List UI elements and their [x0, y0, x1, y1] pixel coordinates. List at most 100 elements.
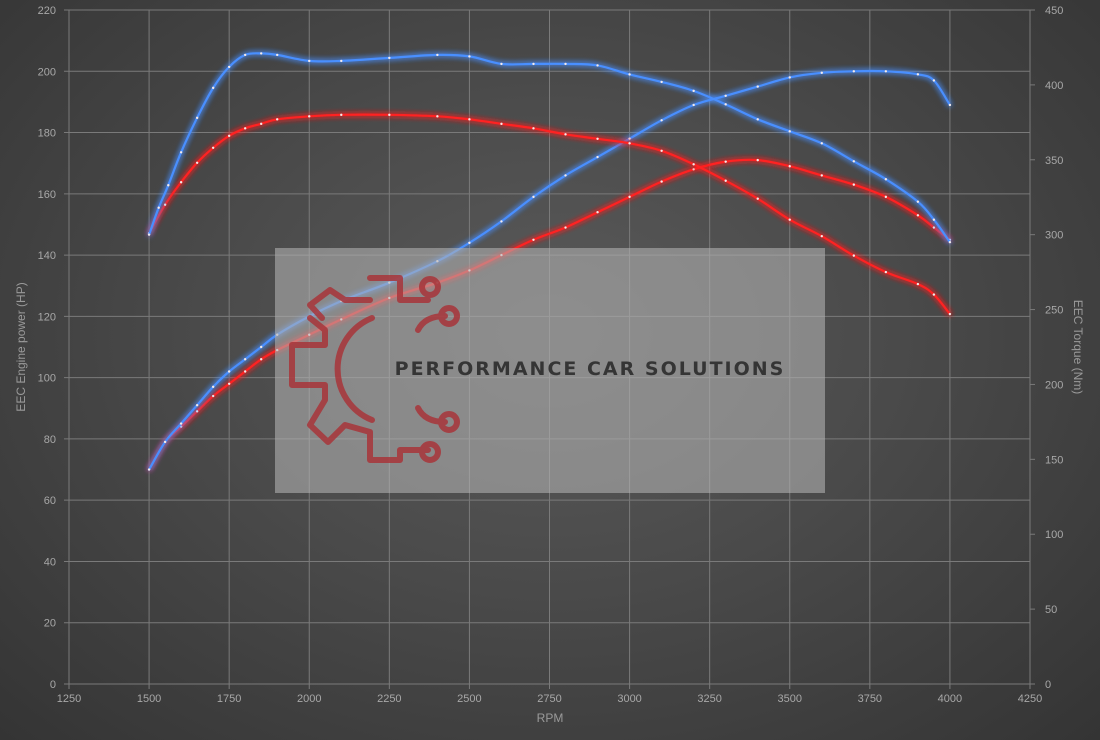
series-point-3	[532, 62, 535, 66]
series-point-2	[820, 234, 823, 238]
series-point-3	[167, 184, 170, 187]
right-y-tick-label: 300	[1045, 230, 1063, 242]
series-point-0	[227, 382, 231, 385]
series-point-2	[468, 118, 471, 121]
series-point-0	[820, 174, 823, 177]
series-point-3	[468, 55, 471, 58]
series-point-2	[260, 122, 263, 126]
series-point-0	[260, 358, 263, 361]
right-y-tick-label: 400	[1045, 80, 1063, 92]
x-tick-label: 2000	[297, 693, 321, 705]
series-point-2	[388, 113, 391, 117]
watermark: PERFORMANCE CAR SOLUTIONS	[275, 248, 825, 493]
series-point-3	[260, 52, 263, 55]
series-point-0	[211, 394, 215, 398]
x-tick-label: 2500	[457, 693, 481, 705]
series-point-3	[820, 142, 823, 145]
series-point-3	[948, 240, 952, 244]
series-point-3	[243, 53, 247, 57]
x-tick-label: 1750	[217, 693, 241, 705]
series-layer	[147, 52, 952, 471]
series-point-2	[916, 282, 920, 286]
gear-circuit-logo	[289, 275, 460, 463]
x-tick-label: 1250	[57, 693, 81, 705]
series-point-2	[948, 312, 952, 316]
series-point-2	[852, 254, 856, 257]
right-y-tick-label: 250	[1045, 305, 1063, 317]
series-point-1	[948, 103, 952, 107]
right-y-tick-label: 0	[1045, 679, 1051, 691]
series-point-3	[276, 53, 279, 57]
series-point-3	[852, 160, 856, 163]
series-point-3	[308, 59, 311, 63]
series-point-3	[436, 53, 439, 57]
left-y-tick-label: 40	[44, 556, 56, 568]
series-point-3	[564, 62, 567, 66]
series-point-0	[660, 180, 663, 183]
series-point-1	[932, 79, 936, 82]
series-point-0	[195, 410, 199, 413]
series-point-2	[788, 218, 791, 221]
series-point-1	[820, 71, 823, 75]
x-tick-label: 1500	[137, 693, 161, 705]
left-y-tick-label: 100	[38, 373, 56, 385]
series-point-1	[692, 103, 695, 107]
series-point-3	[756, 118, 759, 121]
x-tick-label: 2250	[377, 693, 401, 705]
series-line-1	[148, 69, 951, 471]
series-line-0	[148, 158, 951, 471]
series-point-2	[628, 142, 631, 145]
series-point-3	[157, 206, 160, 209]
series-point-2	[724, 179, 727, 182]
series-point-1	[660, 119, 663, 122]
right-y-tick-label: 100	[1045, 529, 1063, 541]
x-tick-label: 3000	[617, 693, 641, 705]
series-point-2	[308, 115, 311, 118]
series-point-3	[227, 65, 231, 69]
series-point-0	[756, 158, 759, 162]
series-point-0	[564, 226, 567, 229]
left-y-tick-label: 220	[38, 5, 56, 17]
series-point-1	[260, 345, 263, 349]
left-y-tick-label: 200	[38, 66, 56, 78]
series-point-0	[692, 168, 695, 171]
x-tick-labels: 1250 1500 1750 2000 2250 2500 2750 3000 3250 3500…	[57, 693, 1042, 705]
right-y-tick-label: 50	[1045, 604, 1057, 616]
right-y-tick-label: 200	[1045, 379, 1063, 391]
series-point-1	[227, 370, 231, 373]
left-y-tick-label: 160	[38, 189, 56, 201]
series-point-3	[340, 59, 343, 63]
series-point-3	[692, 89, 695, 93]
x-tick-label: 3750	[858, 693, 882, 705]
series-point-0	[179, 425, 183, 428]
x-tick-label: 4250	[1018, 693, 1042, 705]
series-point-2	[276, 118, 279, 121]
series-point-2	[195, 161, 199, 164]
series-point-1	[628, 137, 631, 140]
series-point-1	[852, 70, 856, 73]
series-point-2	[211, 146, 215, 149]
series-point-2	[596, 137, 599, 141]
series-point-3	[500, 62, 503, 66]
series-point-1	[788, 76, 791, 79]
series-point-0	[916, 214, 920, 217]
left-y-tick-label: 180	[38, 128, 56, 140]
left-y-tick-label: 120	[38, 311, 56, 323]
series-point-3	[596, 64, 599, 67]
right-y-tick-label: 450	[1045, 5, 1063, 17]
series-point-2	[227, 134, 231, 138]
series-point-1	[756, 85, 759, 88]
series-point-3	[147, 233, 151, 236]
series-point-1	[179, 422, 183, 425]
series-point-3	[884, 178, 888, 181]
series-point-3	[628, 73, 631, 76]
x-tick-label: 2750	[537, 693, 561, 705]
x-axis-title: RPM	[537, 711, 564, 725]
series-point-1	[500, 220, 503, 223]
series-point-1	[916, 73, 920, 76]
series-point-0	[628, 195, 631, 199]
right-y-axis-title: EEC Torque (Nm)	[1071, 300, 1085, 394]
series-point-2	[340, 113, 343, 117]
series-point-2	[500, 122, 503, 126]
